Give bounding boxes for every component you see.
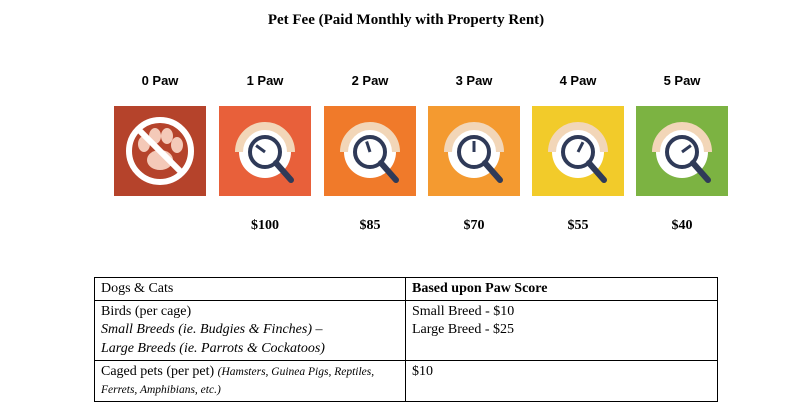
paw-tier-price-2: $85 xyxy=(359,218,381,233)
paw-score-tile-2 xyxy=(324,106,416,196)
paw-tier-label-4: 4 Paw xyxy=(559,73,597,88)
paw-score-gauge-icon xyxy=(428,106,520,196)
birds-label: Birds (per cage) xyxy=(101,304,192,320)
large-breeds-note: Large Breeds (ie. Parrots & Cockatoos) xyxy=(101,340,325,356)
paw-tier-label-1: 1 Paw xyxy=(246,73,284,88)
table-cell: $10 xyxy=(405,359,718,403)
paw-tier-price-4: $55 xyxy=(567,218,589,233)
paw-tier-label-5: 5 Paw xyxy=(663,73,701,88)
no-pets-tile xyxy=(114,106,206,196)
paw-score-tile-5 xyxy=(636,106,728,196)
table-cell: Birds (per cage) Small Breeds (ie. Budgi… xyxy=(94,300,406,361)
table-cell: Dogs & Cats xyxy=(94,276,406,302)
caged-pets-label: Caged pets (per pet) xyxy=(101,363,218,379)
table-row: Birds (per cage) Small Breeds (ie. Budgi… xyxy=(94,300,718,361)
paw-score-tile-1 xyxy=(219,106,311,196)
caged-pets-fee: $10 xyxy=(412,363,433,379)
table-row: Caged pets (per pet) (Hamsters, Guinea P… xyxy=(94,359,718,403)
paw-tier-price-1: $100 xyxy=(251,218,279,233)
table-row: Dogs & Cats Based upon Paw Score xyxy=(94,276,718,302)
paw-score-basis-label: Based upon Paw Score xyxy=(412,281,548,296)
paw-tier-price-5: $40 xyxy=(671,218,693,233)
paw-tier-label-0: 0 Paw xyxy=(141,73,179,88)
paw-score-gauge-icon xyxy=(219,106,311,196)
paw-score-tile-4 xyxy=(532,106,624,196)
paw-score-tile-3 xyxy=(428,106,520,196)
table-cell: Small Breed - $10 Large Breed - $25 xyxy=(405,300,718,361)
fee-table: Dogs & Cats Based upon Paw Score Birds (… xyxy=(94,276,718,403)
small-breeds-note: Small Breeds (ie. Budgies & Finches) – xyxy=(101,322,323,338)
large-breed-fee: Large Breed - $25 xyxy=(412,322,514,338)
page-title: Pet Fee (Paid Monthly with Property Rent… xyxy=(267,12,545,28)
paw-tier-label-3: 3 Paw xyxy=(455,73,493,88)
small-breed-fee: Small Breed - $10 xyxy=(412,304,515,320)
dogs-cats-label: Dogs & Cats xyxy=(101,281,174,296)
paw-score-gauge-icon xyxy=(324,106,416,196)
caged-pets-examples: (Hamsters, Guinea Pigs, Reptiles, Ferret… xyxy=(101,365,375,396)
paw-tier-price-3: $70 xyxy=(463,218,485,233)
paw-score-gauge-icon xyxy=(532,106,624,196)
paw-tier-label-2: 2 Paw xyxy=(351,73,389,88)
table-cell: Based upon Paw Score xyxy=(405,276,718,302)
table-cell: Caged pets (per pet) (Hamsters, Guinea P… xyxy=(94,359,406,403)
paw-score-gauge-icon xyxy=(636,106,728,196)
no-pets-icon xyxy=(114,106,206,196)
